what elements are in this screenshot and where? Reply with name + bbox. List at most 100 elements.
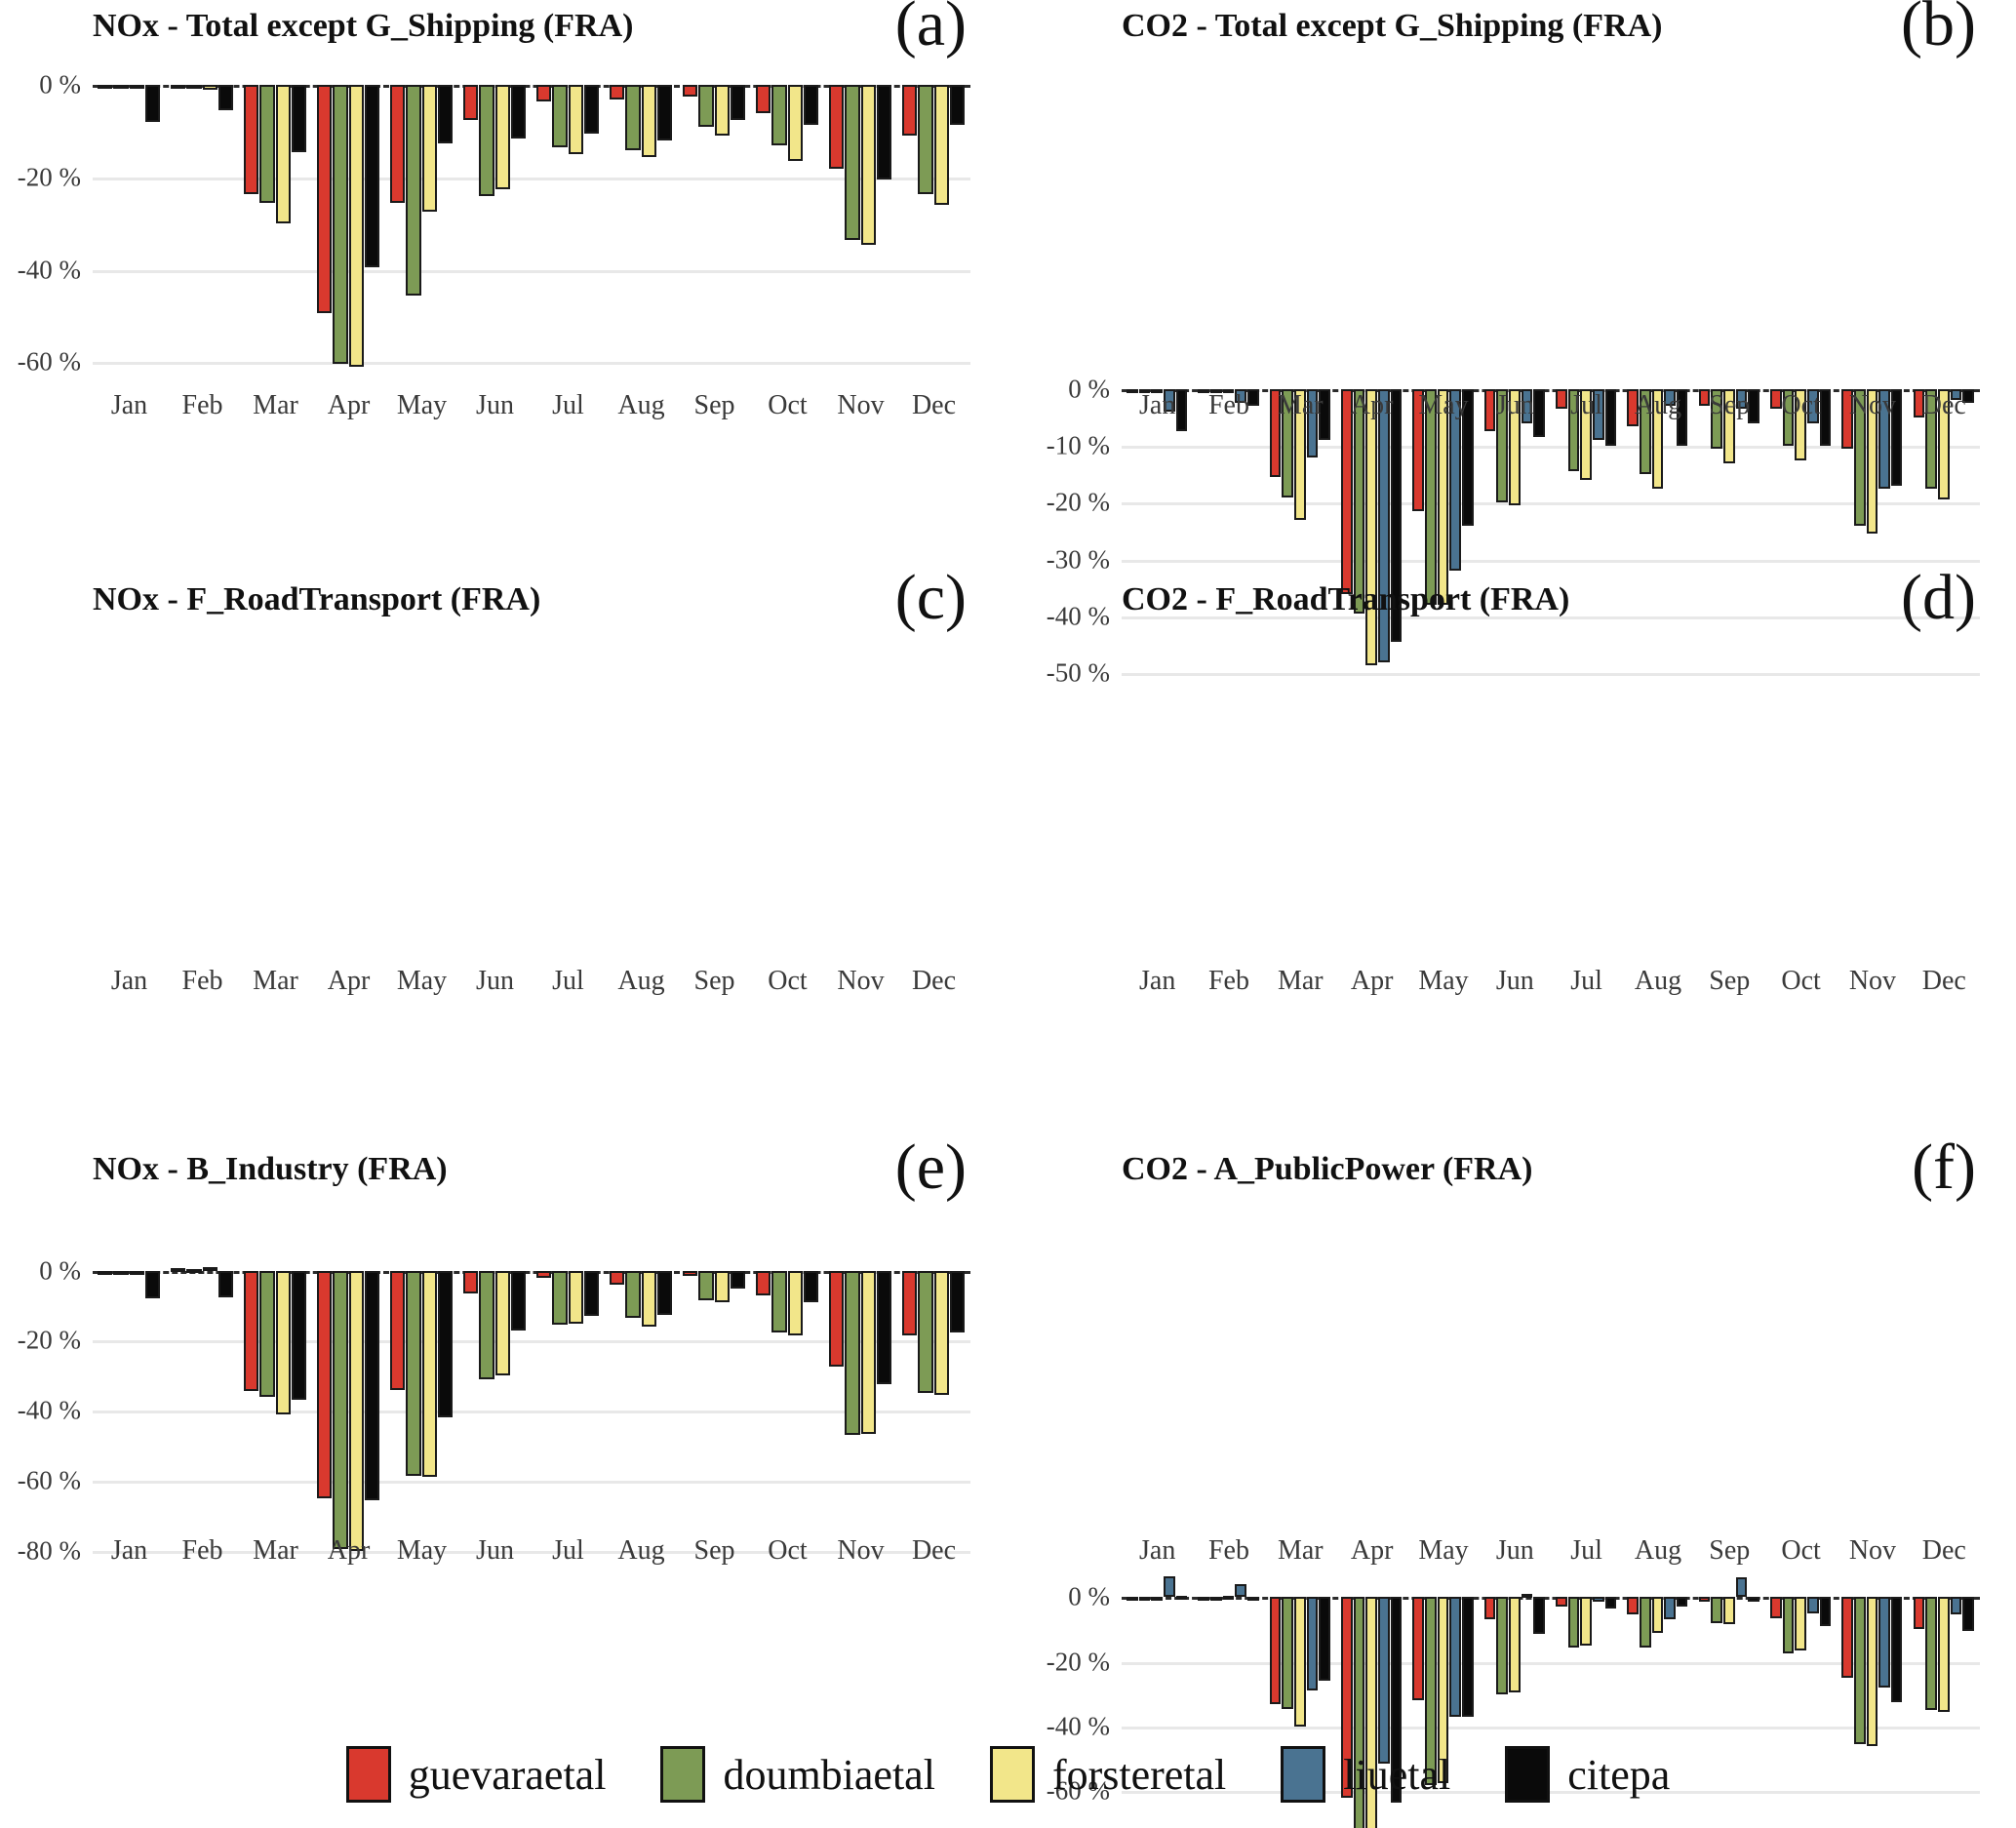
bar-c-nov-guevaraetal — [829, 1270, 845, 1368]
x-axis-tick-c-aug: Aug — [617, 966, 665, 996]
y-axis-tick-d-1: -20 % — [1046, 1647, 1110, 1677]
bar-group-b-dec — [1909, 380, 1980, 685]
x-axis-tick-c-nov: Nov — [837, 966, 885, 996]
x-axis-tick-b-feb: Feb — [1207, 390, 1249, 420]
bar-c-jan-forsteretal — [129, 1270, 144, 1275]
bar-c-jun-citepa — [510, 1270, 526, 1331]
bar-d-feb-doumbiaetal — [1210, 1597, 1222, 1602]
bar-d-mar-guevaraetal — [1269, 1597, 1282, 1704]
x-axis-labels-f: Jan Feb Mar Apr May Jun Jul Aug Sep Oct Nov Dec — [1122, 1535, 1980, 1567]
bar-d-jun-doumbiaetal — [1496, 1597, 1508, 1694]
bar-group-a-mar — [239, 76, 312, 380]
bar-c-oct-doumbiaetal — [771, 1270, 787, 1332]
legend-item-guevaraetal[interactable]: guevaraetal — [345, 1746, 606, 1803]
bar-d-jan-liuetal — [1163, 1575, 1175, 1598]
bar-a-aug-guevaraetal — [610, 85, 625, 99]
bar-group-d-oct — [1765, 1565, 1837, 1828]
x-axis-tick-e-jul: Jul — [552, 1535, 584, 1566]
legend-label-doumbiaetal: doumbiaetal — [723, 1750, 935, 1799]
x-axis-tick-e-apr: Apr — [327, 1535, 371, 1566]
bar-c-sep-guevaraetal — [683, 1270, 698, 1277]
legend-item-doumbiaetal[interactable]: doumbiaetal — [660, 1746, 935, 1803]
bar-b-aug-forsteretal — [1651, 388, 1664, 489]
bar-b-jun-guevaraetal — [1483, 388, 1496, 432]
x-axis-tick-c-dec: Dec — [911, 966, 957, 996]
bar-d-may-guevaraetal — [1412, 1597, 1425, 1701]
bar-d-jun-guevaraetal — [1483, 1597, 1496, 1620]
bar-group-a-sep — [678, 76, 751, 380]
bar-a-dec-doumbiaetal — [918, 85, 933, 194]
panel-title-f: CO2 - A_PublicPower (FRA) — [1122, 1151, 1533, 1187]
bar-a-may-citepa — [437, 85, 453, 143]
bar-d-nov-liuetal — [1878, 1597, 1890, 1689]
bar-c-sep-doumbiaetal — [698, 1270, 714, 1301]
bar-a-feb-citepa — [217, 85, 233, 111]
x-axis-tick-c-apr: Apr — [327, 966, 371, 996]
legend-swatch-guevaraetal — [345, 1746, 391, 1803]
bar-d-sep-citepa — [1748, 1597, 1759, 1603]
gridline-c-2 — [93, 1411, 970, 1414]
bar-a-oct-citepa — [803, 85, 818, 125]
bar-group-b-mar — [1265, 380, 1336, 685]
x-axis-tick-a-dec: Dec — [911, 390, 957, 420]
bar-b-apr-guevaraetal — [1341, 388, 1353, 594]
y-axis-tick-c-0: 0 % — [39, 1255, 81, 1286]
bar-a-jan-citepa — [144, 85, 160, 123]
legend-item-liuetal[interactable]: liuetal — [1281, 1746, 1450, 1803]
bar-group-b-nov — [1837, 380, 1908, 685]
panel-letter-c: (c) — [894, 562, 967, 633]
bar-b-dec-doumbiaetal — [1925, 388, 1937, 489]
legend-item-citepa[interactable]: citepa — [1505, 1746, 1670, 1803]
x-axis-labels-a: Jan Feb Mar Apr May Jun Jul Aug Sep Oct Nov Dec — [93, 390, 970, 421]
x-axis-tick-b-mar: Mar — [1277, 390, 1324, 420]
y-axis-tick-b-0: 0 % — [1068, 374, 1110, 404]
bar-group-c-aug — [605, 1260, 678, 1565]
x-axis-tick-d-dec: Dec — [1921, 966, 1966, 996]
x-axis-tick-b-jul: Jul — [1570, 390, 1602, 420]
bar-c-jun-forsteretal — [494, 1270, 510, 1376]
x-axis-tick-a-apr: Apr — [327, 390, 371, 420]
gridline-c-3 — [93, 1480, 970, 1484]
bar-d-jun-citepa — [1533, 1597, 1545, 1635]
bar-b-jun-doumbiaetal — [1496, 388, 1508, 503]
zero-line-b — [1122, 388, 1980, 392]
panel-letter-f: (f) — [1912, 1132, 1976, 1203]
bar-d-dec-guevaraetal — [1913, 1597, 1925, 1630]
bar-d-aug-liuetal — [1664, 1597, 1676, 1620]
bar-b-aug-guevaraetal — [1627, 388, 1640, 426]
bar-d-oct-liuetal — [1806, 1597, 1819, 1613]
legend-swatch-doumbiaetal — [660, 1746, 706, 1803]
panel-title-e: NOx - B_Industry (FRA) — [93, 1151, 448, 1187]
bar-b-mar-forsteretal — [1294, 388, 1306, 520]
legend-item-forsteretal[interactable]: forsteretal — [989, 1746, 1226, 1803]
bar-group-d-jul — [1551, 1565, 1622, 1828]
x-axis-tick-a-aug: Aug — [617, 390, 665, 420]
x-axis-tick-a-jan: Jan — [110, 390, 148, 420]
bar-a-aug-forsteretal — [641, 85, 656, 157]
x-axis-tick-f-may: May — [1418, 1535, 1469, 1566]
bar-a-nov-forsteretal — [860, 85, 876, 245]
x-axis-tick-a-oct: Oct — [768, 390, 808, 420]
x-axis-tick-c-feb: Feb — [181, 966, 223, 996]
panel-title-c: NOx - F_RoadTransport (FRA) — [93, 581, 541, 617]
x-axis-tick-f-oct: Oct — [1781, 1535, 1821, 1566]
gridline-a-1 — [93, 178, 970, 180]
x-axis-tick-e-mar: Mar — [253, 1535, 298, 1566]
bar-c-may-guevaraetal — [390, 1270, 406, 1390]
bar-b-mar-citepa — [1319, 388, 1330, 441]
bar-a-may-guevaraetal — [390, 85, 406, 203]
bar-d-apr-doumbiaetal — [1353, 1597, 1365, 1828]
bar-d-aug-guevaraetal — [1627, 1597, 1640, 1615]
bar-a-sep-forsteretal — [714, 85, 730, 137]
bar-b-mar-guevaraetal — [1269, 388, 1282, 478]
bar-group-c-apr — [312, 1260, 385, 1565]
bar-group-b-feb — [1193, 380, 1264, 685]
bar-c-jul-doumbiaetal — [552, 1270, 568, 1326]
bar-b-dec-forsteretal — [1937, 388, 1950, 500]
bar-a-feb-forsteretal — [202, 85, 217, 91]
chart-panel-e: NOx - B_Industry (FRA) (e) — [93, 1135, 970, 1200]
bar-a-jun-guevaraetal — [463, 85, 479, 120]
x-axis-tick-c-mar: Mar — [253, 966, 298, 996]
x-axis-tick-b-nov: Nov — [1848, 390, 1897, 420]
